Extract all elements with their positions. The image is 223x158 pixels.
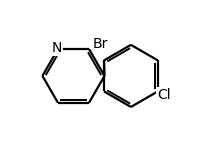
Text: Cl: Cl <box>157 88 171 102</box>
Text: N: N <box>52 41 62 55</box>
Text: Br: Br <box>93 37 108 51</box>
